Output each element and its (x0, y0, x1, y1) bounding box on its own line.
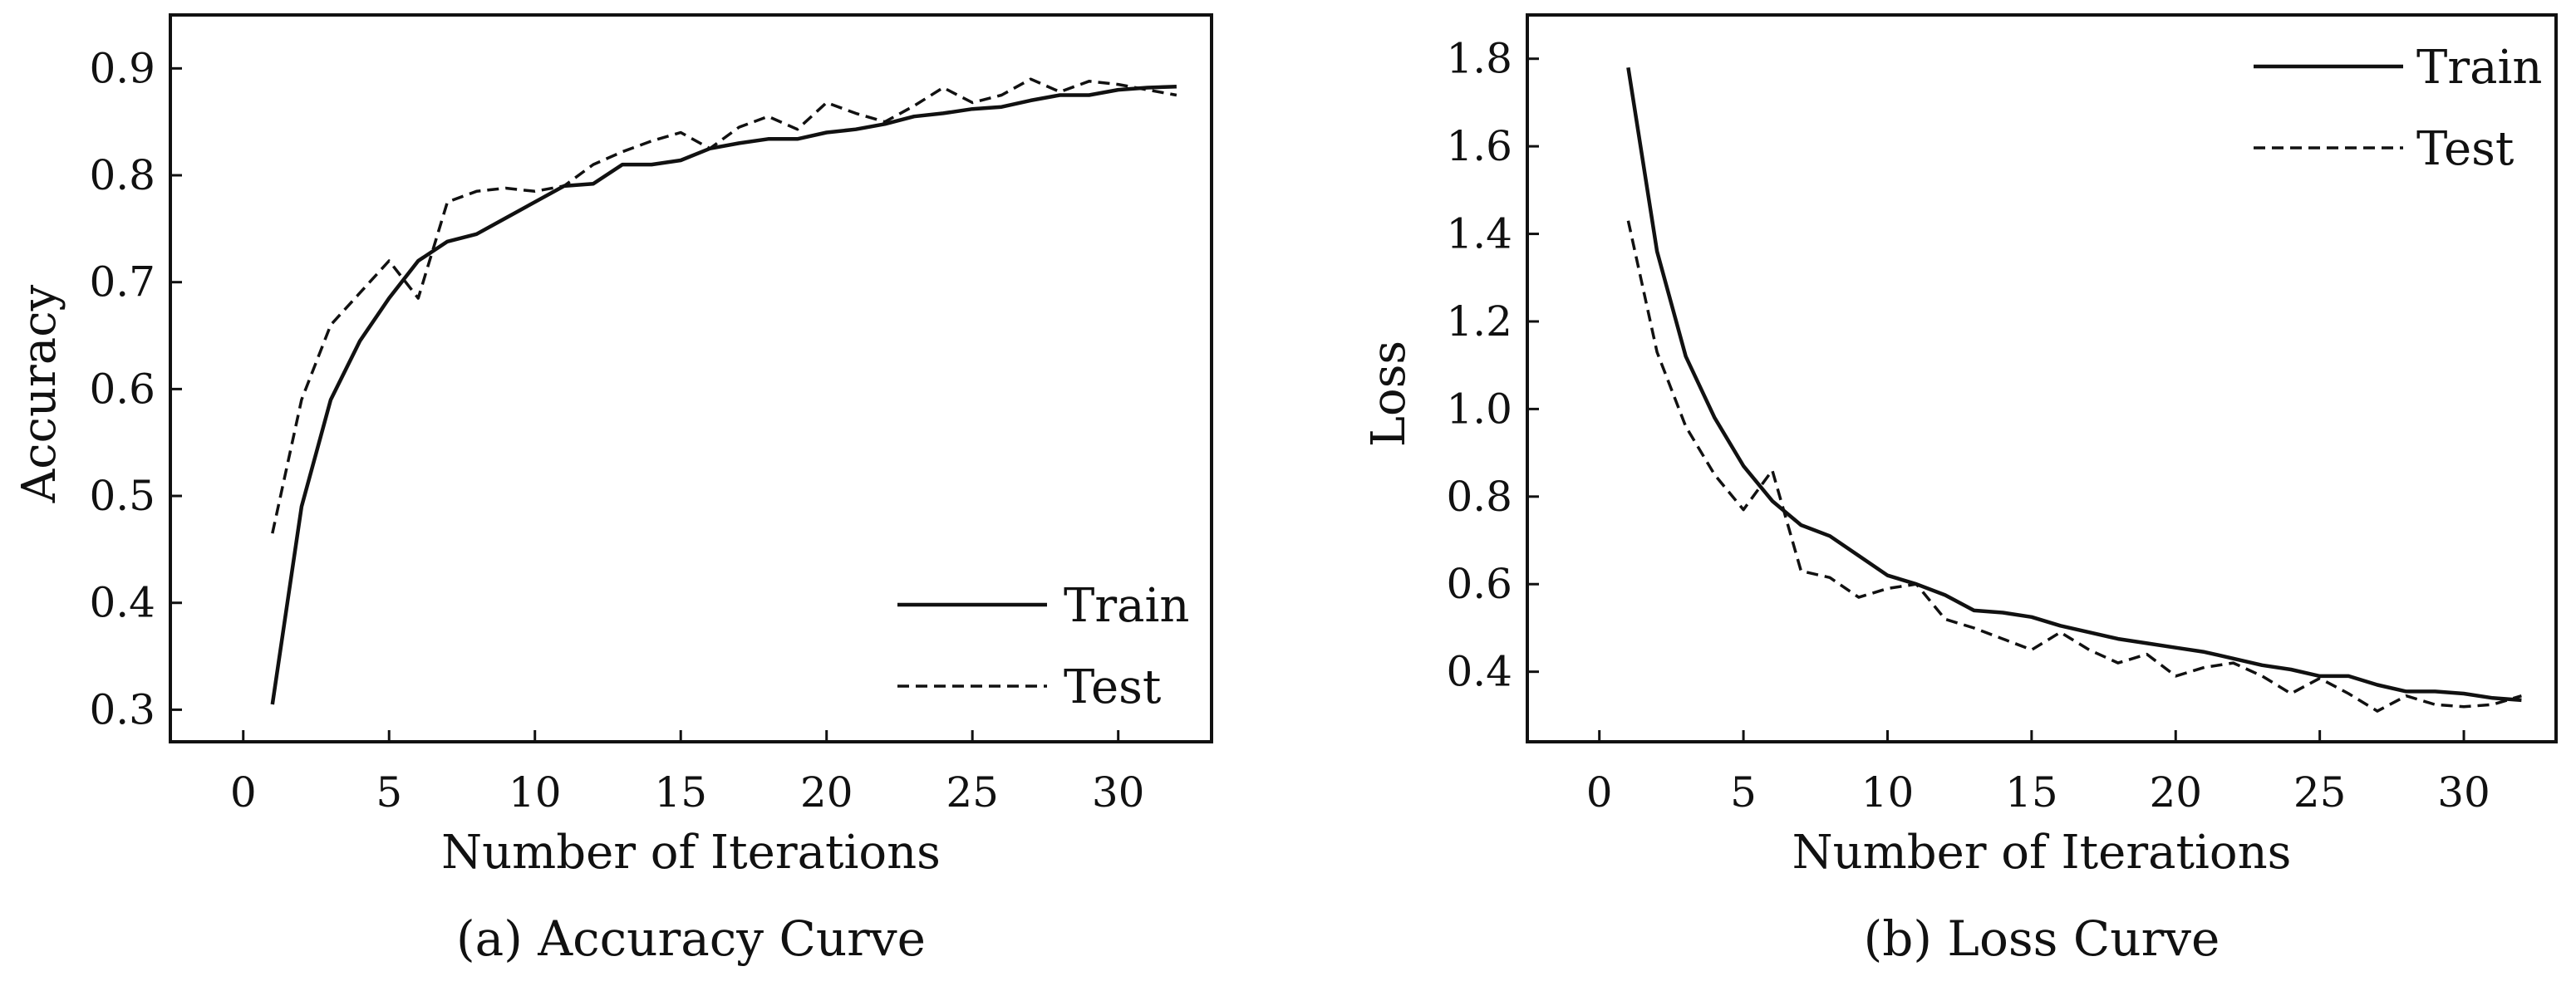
loss-y-tick-label: 0.4 (1446, 648, 1512, 696)
loss-y-tick-label: 0.6 (1446, 560, 1512, 608)
loss-x-tick-label: 10 (1861, 768, 1915, 817)
loss-series-test-line (1626, 220, 2522, 713)
loss-x-tick-label: 5 (1730, 768, 1757, 817)
loss-y-tick-label: 1.8 (1446, 35, 1512, 83)
loss-x-tick-label: 0 (1586, 768, 1613, 817)
loss-caption: (b) Loss Curve (1864, 910, 2220, 967)
accuracy-x-tick-label: 30 (1092, 768, 1145, 817)
loss-series-train-line (1626, 66, 2522, 703)
loss-y-tick-label: 0.8 (1446, 473, 1512, 521)
accuracy-legend-train-label: Train (1064, 579, 1189, 633)
accuracy-y-tick-label: 0.3 (89, 685, 155, 733)
loss-x-tick-label: 30 (2437, 768, 2490, 817)
loss-x-axis-title: Number of Iterations (1792, 826, 2292, 880)
accuracy-y-tick-label: 0.8 (89, 151, 155, 199)
accuracy-y-tick-label: 0.7 (89, 258, 155, 307)
accuracy-caption: (a) Accuracy Curve (456, 910, 926, 967)
loss-y-tick-label: 1.0 (1446, 385, 1512, 433)
loss-x-tick-label: 15 (2005, 768, 2058, 817)
loss-legend-train-label: Train (2416, 41, 2542, 95)
accuracy-legend-test-label: Test (1064, 660, 1162, 714)
loss-y-tick-label: 1.4 (1446, 210, 1512, 258)
accuracy-x-tick-label: 15 (654, 768, 707, 817)
accuracy-x-tick-label: 5 (376, 768, 402, 817)
loss-x-tick-label: 20 (2149, 768, 2202, 817)
loss-y-tick-label: 1.6 (1446, 122, 1512, 170)
accuracy-y-tick-label: 0.9 (89, 44, 155, 92)
accuracy-x-axis-title: Number of Iterations (441, 826, 941, 880)
loss-y-axis-title: Loss (1362, 341, 1416, 447)
accuracy-x-tick-label: 25 (946, 768, 999, 817)
accuracy-y-tick-label: 0.5 (89, 472, 155, 520)
loss-plot-frame (1526, 13, 2558, 743)
accuracy-x-tick-label: 10 (509, 768, 562, 817)
accuracy-plot-frame (169, 13, 1213, 743)
loss-y-tick-label: 1.2 (1446, 297, 1512, 346)
accuracy-x-tick-label: 20 (800, 768, 853, 817)
loss-x-tick-label: 25 (2293, 768, 2347, 817)
accuracy-y-tick-label: 0.4 (89, 579, 155, 627)
accuracy-y-axis-title: Accuracy (12, 284, 66, 503)
accuracy-y-tick-label: 0.6 (89, 365, 155, 413)
accuracy-x-tick-label: 0 (230, 768, 257, 817)
accuracy-series-train-line (270, 84, 1177, 705)
accuracy-series-test-line (271, 77, 1177, 534)
loss-legend-test-label: Test (2416, 122, 2515, 176)
